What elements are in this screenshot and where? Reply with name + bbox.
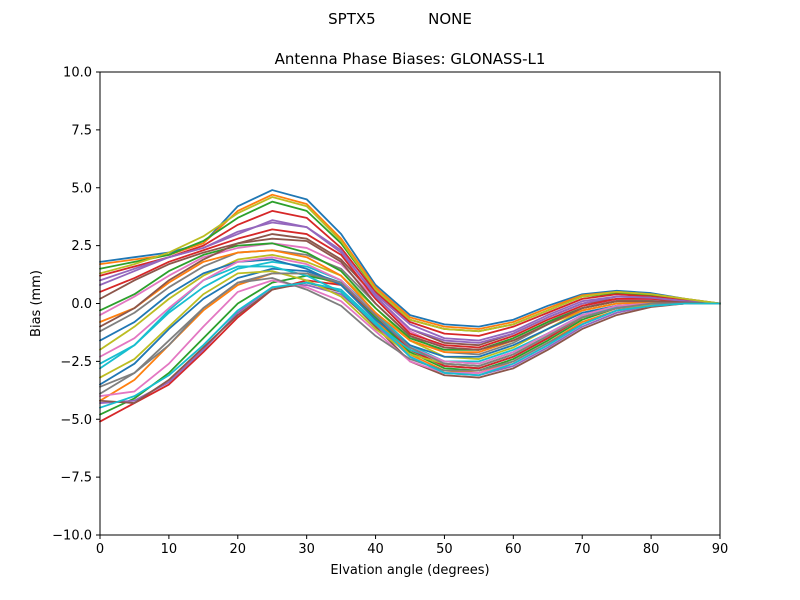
- x-tick-label: 80: [643, 542, 660, 557]
- x-axis-label: Elvation angle (degrees): [330, 563, 489, 578]
- y-axis-label: Bias (mm): [29, 270, 44, 337]
- y-tick-label: 0.0: [71, 297, 92, 312]
- y-tick-label: −5.0: [60, 413, 92, 428]
- x-tick-label: 50: [436, 542, 453, 557]
- x-tick-label: 40: [367, 542, 384, 557]
- x-tick-label: 70: [574, 542, 591, 557]
- x-tick-label: 90: [712, 542, 729, 557]
- y-tick-label: −2.5: [60, 355, 92, 370]
- y-tick-label: −10.0: [52, 529, 92, 544]
- plot-area: 0 10 20 30 40 50 60 70 80 90 −10.0 −7.5 −5.0 −2.5 0.0…: [52, 66, 728, 558]
- chart-title: Antenna Phase Biases: GLONASS-L1: [275, 50, 546, 68]
- series-line-29: [99, 196, 721, 333]
- y-axis-ticks: −10.0 −7.5 −5.0 −2.5 0.0 2.5 5.0 7.5 10.0: [52, 66, 100, 544]
- y-tick-label: −7.5: [60, 471, 92, 486]
- series-line-7: [99, 242, 721, 351]
- series-layer: [99, 189, 721, 423]
- series-line-4: [99, 209, 721, 337]
- y-tick-label: 2.5: [71, 239, 92, 254]
- x-tick-label: 10: [161, 542, 178, 557]
- y-tick-label: 10.0: [63, 66, 92, 81]
- x-tick-label: 0: [96, 542, 104, 557]
- series-line-25: [99, 221, 721, 344]
- x-tick-label: 20: [230, 542, 247, 557]
- y-tick-label: 7.5: [71, 123, 92, 138]
- series-line-30: [99, 281, 721, 409]
- chart-suptitle: SPTX5 NONE: [328, 10, 472, 28]
- series-line-22: [99, 249, 721, 354]
- x-tick-label: 30: [298, 542, 315, 557]
- x-tick-label: 60: [505, 542, 522, 557]
- series-line-26: [99, 237, 721, 351]
- x-axis-ticks: 0 10 20 30 40 50 60 70 80 90: [96, 535, 728, 557]
- series-line-24: [99, 228, 721, 349]
- y-tick-label: 5.0: [71, 181, 92, 196]
- series-line-28: [99, 272, 721, 395]
